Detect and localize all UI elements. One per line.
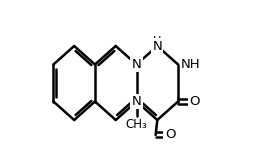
Text: N: N xyxy=(132,58,141,71)
Text: N: N xyxy=(132,95,141,108)
Text: N: N xyxy=(152,40,162,52)
Text: CH₃: CH₃ xyxy=(126,118,147,131)
Text: O: O xyxy=(165,128,175,141)
Text: O: O xyxy=(189,95,199,108)
Text: H: H xyxy=(153,36,162,46)
Text: NH: NH xyxy=(180,58,200,71)
